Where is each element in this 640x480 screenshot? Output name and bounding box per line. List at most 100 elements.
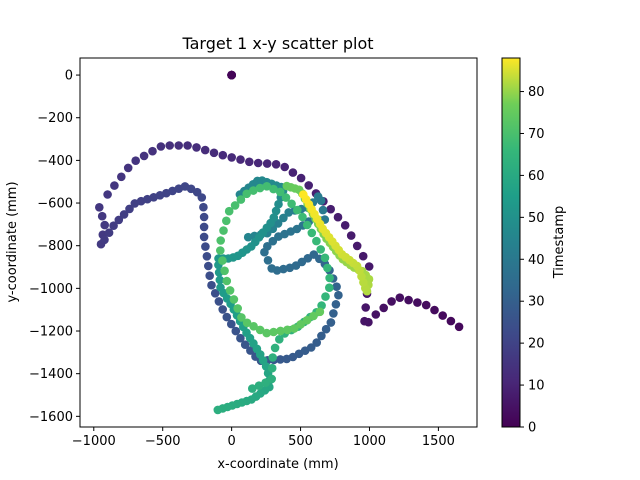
y-tick-label: −1200 bbox=[29, 325, 73, 340]
scatter-point bbox=[230, 201, 240, 210]
scatter-point bbox=[352, 241, 362, 251]
x-tick-label: −500 bbox=[145, 434, 181, 449]
y-tick-label: −400 bbox=[37, 154, 73, 169]
scatter-point bbox=[276, 326, 285, 336]
scatter-point bbox=[254, 381, 264, 391]
scatter-point bbox=[316, 245, 326, 254]
x-axis-ticks: −1000 −500 0 500 1000 1500 bbox=[72, 427, 455, 449]
scatter-point bbox=[249, 322, 258, 331]
scatter-point bbox=[306, 343, 316, 352]
scatter-point bbox=[222, 312, 232, 322]
scatter-point bbox=[320, 253, 330, 263]
scatter-point bbox=[360, 316, 369, 326]
scatter-point bbox=[131, 156, 140, 165]
scatter-point bbox=[104, 228, 114, 237]
scatter-point bbox=[236, 195, 246, 204]
scatter-point bbox=[236, 155, 245, 164]
scatter-point bbox=[267, 363, 277, 373]
scatter-point bbox=[325, 283, 334, 293]
scatter-point bbox=[304, 181, 314, 190]
colorbar-tick-label: 80 bbox=[528, 85, 545, 100]
scatter-point bbox=[165, 141, 174, 150]
scatter-point bbox=[307, 228, 317, 238]
scatter-point bbox=[296, 173, 306, 183]
scatter-point bbox=[281, 193, 291, 202]
scatter-point bbox=[227, 153, 236, 162]
scatter-point bbox=[333, 212, 343, 222]
scatter-point bbox=[446, 316, 456, 326]
scatter-point bbox=[253, 158, 263, 168]
scatter-point bbox=[201, 242, 210, 251]
scatter-point bbox=[293, 205, 302, 215]
scatter-point bbox=[309, 311, 318, 321]
scatter-point bbox=[220, 266, 229, 276]
scatter-point bbox=[271, 206, 281, 216]
scatter-point bbox=[268, 353, 278, 362]
scatter-point bbox=[271, 160, 281, 169]
scatter-point bbox=[346, 231, 356, 240]
scatter-point bbox=[302, 315, 312, 325]
scatter-point bbox=[302, 220, 312, 230]
scatter-point bbox=[315, 307, 325, 317]
scatter-point bbox=[246, 346, 255, 355]
scatter-point bbox=[263, 242, 272, 251]
scatter-point bbox=[227, 70, 236, 80]
scatter-point bbox=[139, 151, 149, 161]
scatter-point bbox=[267, 374, 277, 384]
scatter-point bbox=[312, 236, 321, 246]
scatter-point bbox=[215, 275, 225, 285]
scatter-point bbox=[329, 309, 338, 318]
scatter-point bbox=[174, 141, 183, 150]
scatter-point bbox=[430, 305, 439, 315]
scatter-point bbox=[290, 324, 299, 333]
scatter-point bbox=[218, 305, 227, 314]
scatter-point bbox=[199, 222, 209, 232]
scatter-point bbox=[148, 146, 157, 156]
scatter-point bbox=[123, 163, 133, 173]
x-tick-label: 0 bbox=[227, 434, 235, 449]
scatter-point bbox=[284, 208, 294, 217]
scatter-point bbox=[231, 326, 241, 336]
scatter-point bbox=[110, 181, 119, 190]
scatter-point bbox=[243, 232, 253, 242]
scatter-point bbox=[267, 264, 277, 273]
scatter-point bbox=[248, 384, 257, 393]
scatter-point bbox=[454, 322, 464, 332]
scatter-point bbox=[321, 292, 330, 301]
scatter-point bbox=[275, 187, 285, 197]
colorbar-tick-label: 60 bbox=[528, 169, 545, 184]
scatter-point bbox=[219, 226, 228, 235]
scatter-point bbox=[204, 261, 213, 271]
y-tick-label: 0 bbox=[65, 69, 73, 84]
scatter-point bbox=[225, 286, 235, 295]
scatter-point bbox=[236, 333, 245, 343]
scatter-point bbox=[318, 205, 328, 215]
scatter-point bbox=[364, 262, 374, 271]
scatter-point bbox=[358, 251, 368, 261]
y-tick-label: −200 bbox=[37, 111, 73, 126]
scatter-point bbox=[413, 298, 422, 307]
scatter-point bbox=[387, 297, 396, 306]
scatter-point bbox=[296, 320, 306, 329]
scatter-point bbox=[323, 263, 332, 273]
colorbar-tick-label: 30 bbox=[528, 295, 545, 310]
y-tick-label: −800 bbox=[37, 239, 73, 254]
scatter-point bbox=[213, 405, 223, 415]
scatter-point bbox=[263, 255, 273, 265]
scatter-point bbox=[199, 232, 209, 242]
scatter-point bbox=[275, 335, 284, 344]
scatter-point bbox=[240, 340, 250, 350]
scatter-point bbox=[404, 295, 413, 305]
scatter-point bbox=[216, 236, 225, 245]
scatter-point bbox=[233, 304, 242, 313]
scatter-point bbox=[242, 318, 252, 328]
scatter-point bbox=[119, 210, 129, 219]
scatter-point bbox=[109, 221, 118, 230]
scatter-point bbox=[117, 172, 126, 182]
scatter-point bbox=[299, 190, 308, 199]
colorbar-tick-label: 70 bbox=[528, 127, 545, 142]
scatter-point bbox=[255, 325, 265, 335]
scatter-point bbox=[95, 203, 104, 212]
scatter-point bbox=[249, 186, 258, 195]
plot-frame bbox=[79, 57, 478, 428]
